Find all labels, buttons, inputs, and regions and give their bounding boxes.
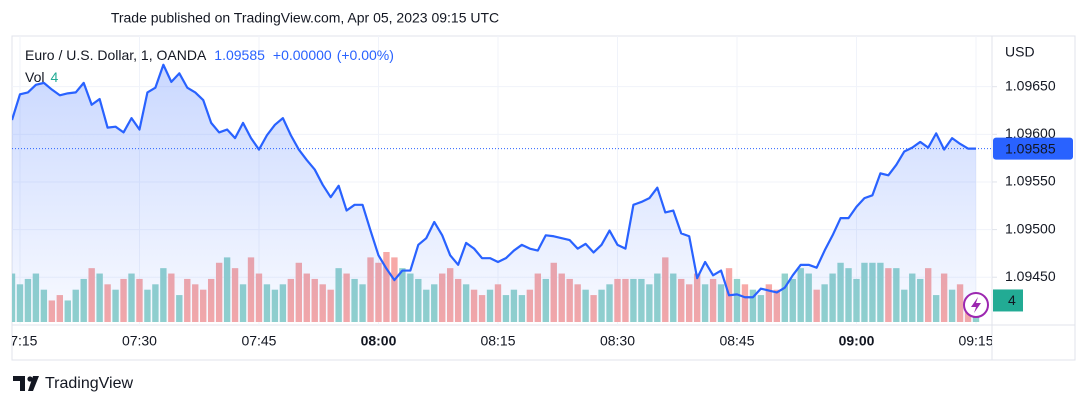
price-area — [12, 64, 976, 323]
currency: USD — [1005, 44, 1035, 60]
x-tick-label: 07:30 — [122, 333, 157, 349]
volume-legend: Vol 4 — [25, 69, 58, 85]
x-tick-label: 08:30 — [600, 333, 635, 349]
y-tick-label: 1.09550 — [1005, 173, 1056, 189]
y-tick-label: 1.09500 — [1005, 220, 1056, 236]
legend: Euro / U.S. Dollar, 1, OANDA 1.09585 +0.00… — [25, 47, 394, 63]
brand: TradingView — [45, 375, 133, 392]
symbol: Euro / U.S. Dollar, 1, OANDA — [25, 47, 207, 63]
x-tick-label: 09:15 — [958, 333, 993, 349]
logo-mark — [13, 376, 39, 391]
x-tick-label: 08:45 — [719, 333, 754, 349]
last-price: 1.09585 — [214, 47, 265, 63]
logo: TradingView — [13, 375, 133, 392]
x-tick-label: 07:45 — [241, 333, 276, 349]
published-note: Trade published on TradingView.com, Apr … — [111, 10, 499, 26]
volume-label: Vol — [25, 69, 44, 85]
x-tick-label: 08:15 — [480, 333, 515, 349]
volume-last: 4 — [50, 69, 58, 85]
price-pane — [12, 63, 992, 323]
volume-pill-label: 4 — [1008, 292, 1016, 308]
x-tick-label: 08:00 — [361, 333, 397, 349]
last-price-pill-label: 1.09585 — [1005, 140, 1056, 156]
volume-pill — [993, 289, 1023, 312]
y-tick-label: 1.09450 — [1005, 268, 1056, 284]
x-tick-label: 07:15 — [2, 333, 37, 349]
price-line — [12, 63, 976, 299]
y-tick-label: 1.09650 — [1005, 77, 1056, 93]
change-pct: (+0.00%) — [337, 47, 394, 63]
alert-bolt — [971, 297, 981, 313]
change: +0.00000 — [273, 47, 332, 63]
logo-dot — [27, 376, 33, 382]
last-price-pill — [993, 137, 1073, 160]
time-axis: 07:15 07:30 07:45 08:00 08:15 08:30 08:45 09:00… — [2, 333, 993, 349]
x-tick-label: 09:00 — [839, 333, 875, 349]
axes: 1.09450 1.09500 1.09550 1.09600 1.09650 1.095… — [992, 77, 1073, 312]
y-tick-label: 1.09600 — [1005, 125, 1056, 141]
